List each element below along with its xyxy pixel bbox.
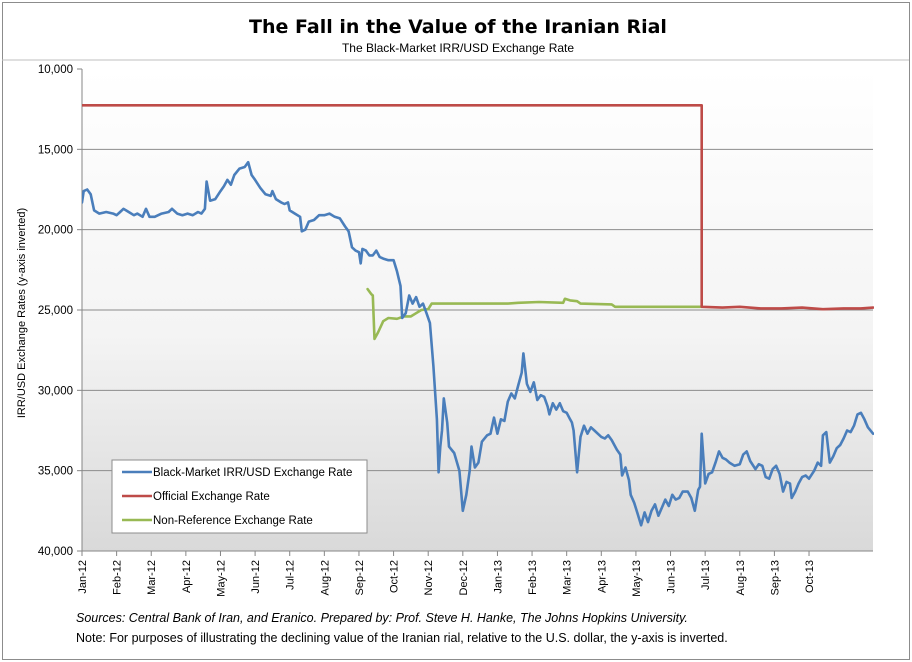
x-tick-label: Apr-12	[181, 560, 193, 593]
y-tick-label: 25,000	[38, 305, 73, 317]
x-tick-label: May-13	[631, 560, 643, 597]
x-tick-label: Oct-13	[804, 560, 816, 593]
x-tick-label: Dec-12	[458, 560, 470, 595]
x-tick-label: Jul-12	[285, 560, 297, 590]
x-tick-label: Sep-13	[769, 560, 781, 595]
footer-sources: Sources: Central Bank of Iran, and Erani…	[76, 611, 688, 625]
series-group	[82, 104, 874, 527]
y-tick-label: 20,000	[38, 225, 73, 237]
x-tick-label: Apr-13	[596, 560, 608, 593]
legend-label-non-reference: Non-Reference Exchange Rate	[153, 515, 313, 527]
legend: Black-Market IRR/USD Exchange Rate Offic…	[111, 459, 368, 534]
y-axis-ticks: 10,000 15,000 20,000 25,000 30,000 35,000 40,0…	[38, 64, 82, 558]
x-tick-label: Jun-12	[250, 560, 262, 594]
series-line-official-exchange-rate	[82, 104, 874, 311]
legend-label-official: Official Exchange Rate	[153, 491, 270, 503]
series-line-non-reference-exchange-rate	[366, 287, 703, 341]
y-tick-label: 40,000	[38, 546, 73, 558]
y-axis-label: IRR/USD Exchange Rates (y-axis inverted)	[16, 208, 28, 418]
x-tick-label: May-12	[215, 560, 227, 597]
x-tick-label: Jul-13	[700, 560, 712, 590]
series-line-black-market-irr-usd-exchange-rate	[82, 160, 874, 527]
x-tick-label: Jun-13	[666, 560, 678, 594]
x-tick-label: Mar-13	[562, 560, 574, 595]
x-tick-label: Jan-13	[492, 560, 504, 594]
x-tick-label: Feb-12	[112, 560, 124, 595]
x-tick-label: Mar-12	[146, 560, 158, 595]
x-tick-label: Oct-12	[389, 560, 401, 593]
y-tick-label: 10,000	[38, 64, 73, 76]
x-tick-label: Nov-12	[423, 560, 435, 595]
x-tick-label: Feb-13	[527, 560, 539, 595]
x-tick-label: Aug-12	[319, 560, 331, 595]
footer-note: Note: For purposes of illustrating the d…	[76, 631, 728, 645]
y-tick-label: 35,000	[38, 466, 73, 478]
legend-box	[111, 459, 368, 534]
y-tick-label: 15,000	[38, 144, 73, 156]
x-tick-label: Jan-12	[77, 560, 89, 594]
x-tick-label: Aug-13	[735, 560, 747, 595]
chart-subtitle: The Black-Market IRR/USD Exchange Rate	[342, 41, 574, 55]
chart-title: The Fall in the Value of the Iranian Ria…	[249, 16, 667, 38]
y-tick-label: 30,000	[38, 385, 73, 397]
x-axis-ticks: Jan-12 Feb-12 Mar-12 Apr-12 May-12 Jun-12 Jul-…	[77, 551, 816, 597]
x-tick-label: Sep-12	[354, 560, 366, 595]
legend-label-black-market: Black-Market IRR/USD Exchange Rate	[153, 467, 352, 479]
